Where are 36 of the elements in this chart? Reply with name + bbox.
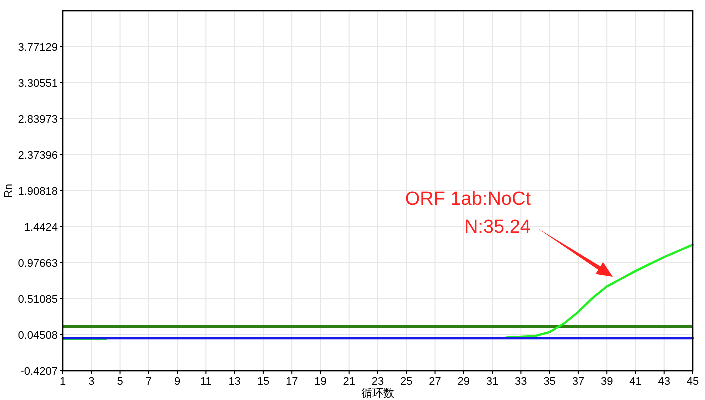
x-axis-title: 循环数	[362, 388, 394, 400]
y-tick-label: 1.4424	[24, 222, 58, 234]
x-tick-label: 43	[658, 376, 670, 388]
x-tick-label: 25	[400, 376, 413, 388]
y-tick-label: 0.04508	[18, 330, 58, 342]
x-tick-label: 11	[200, 376, 212, 388]
x-tick-label: 29	[458, 376, 470, 388]
x-tick-label: 41	[630, 376, 642, 388]
x-tick-label: 19	[314, 376, 327, 388]
x-tick-label: 35	[544, 376, 556, 388]
x-tick-label: 13	[228, 376, 241, 388]
x-tick-label: 21	[343, 376, 356, 388]
y-tick-label: 1.90818	[18, 186, 58, 198]
x-tick-label: 37	[572, 376, 585, 388]
y-tick-label: 0.51085	[18, 294, 58, 306]
x-tick-label: 3	[88, 376, 95, 388]
y-tick-label: 2.83973	[18, 114, 58, 126]
x-tick-label: 23	[372, 376, 384, 388]
y-axis-title: Rn	[3, 184, 15, 198]
y-tick-label: 2.37396	[18, 150, 58, 162]
annotation: ORF 1ab:NoCt N:35.24	[405, 189, 532, 238]
y-tick-label: 0.97663	[18, 258, 58, 270]
x-tick-label: 45	[686, 376, 700, 388]
x-tick-label: 5	[117, 376, 124, 388]
x-tick-label: 15	[257, 376, 270, 388]
x-tick-label: 9	[174, 376, 181, 388]
x-tick-label: 1	[60, 376, 66, 388]
x-tick-label: 33	[515, 376, 528, 388]
x-tick-label: 27	[429, 376, 442, 388]
y-tick-label: 3.30551	[18, 78, 58, 90]
y-tick-label: 3.77129	[18, 42, 58, 54]
y-tick-label: -0.4207	[20, 366, 58, 378]
x-tick-label: 31	[486, 376, 499, 388]
x-tick-label: 17	[286, 376, 298, 388]
x-tick-label: 39	[600, 376, 614, 388]
x-tick-label: 7	[146, 376, 152, 388]
